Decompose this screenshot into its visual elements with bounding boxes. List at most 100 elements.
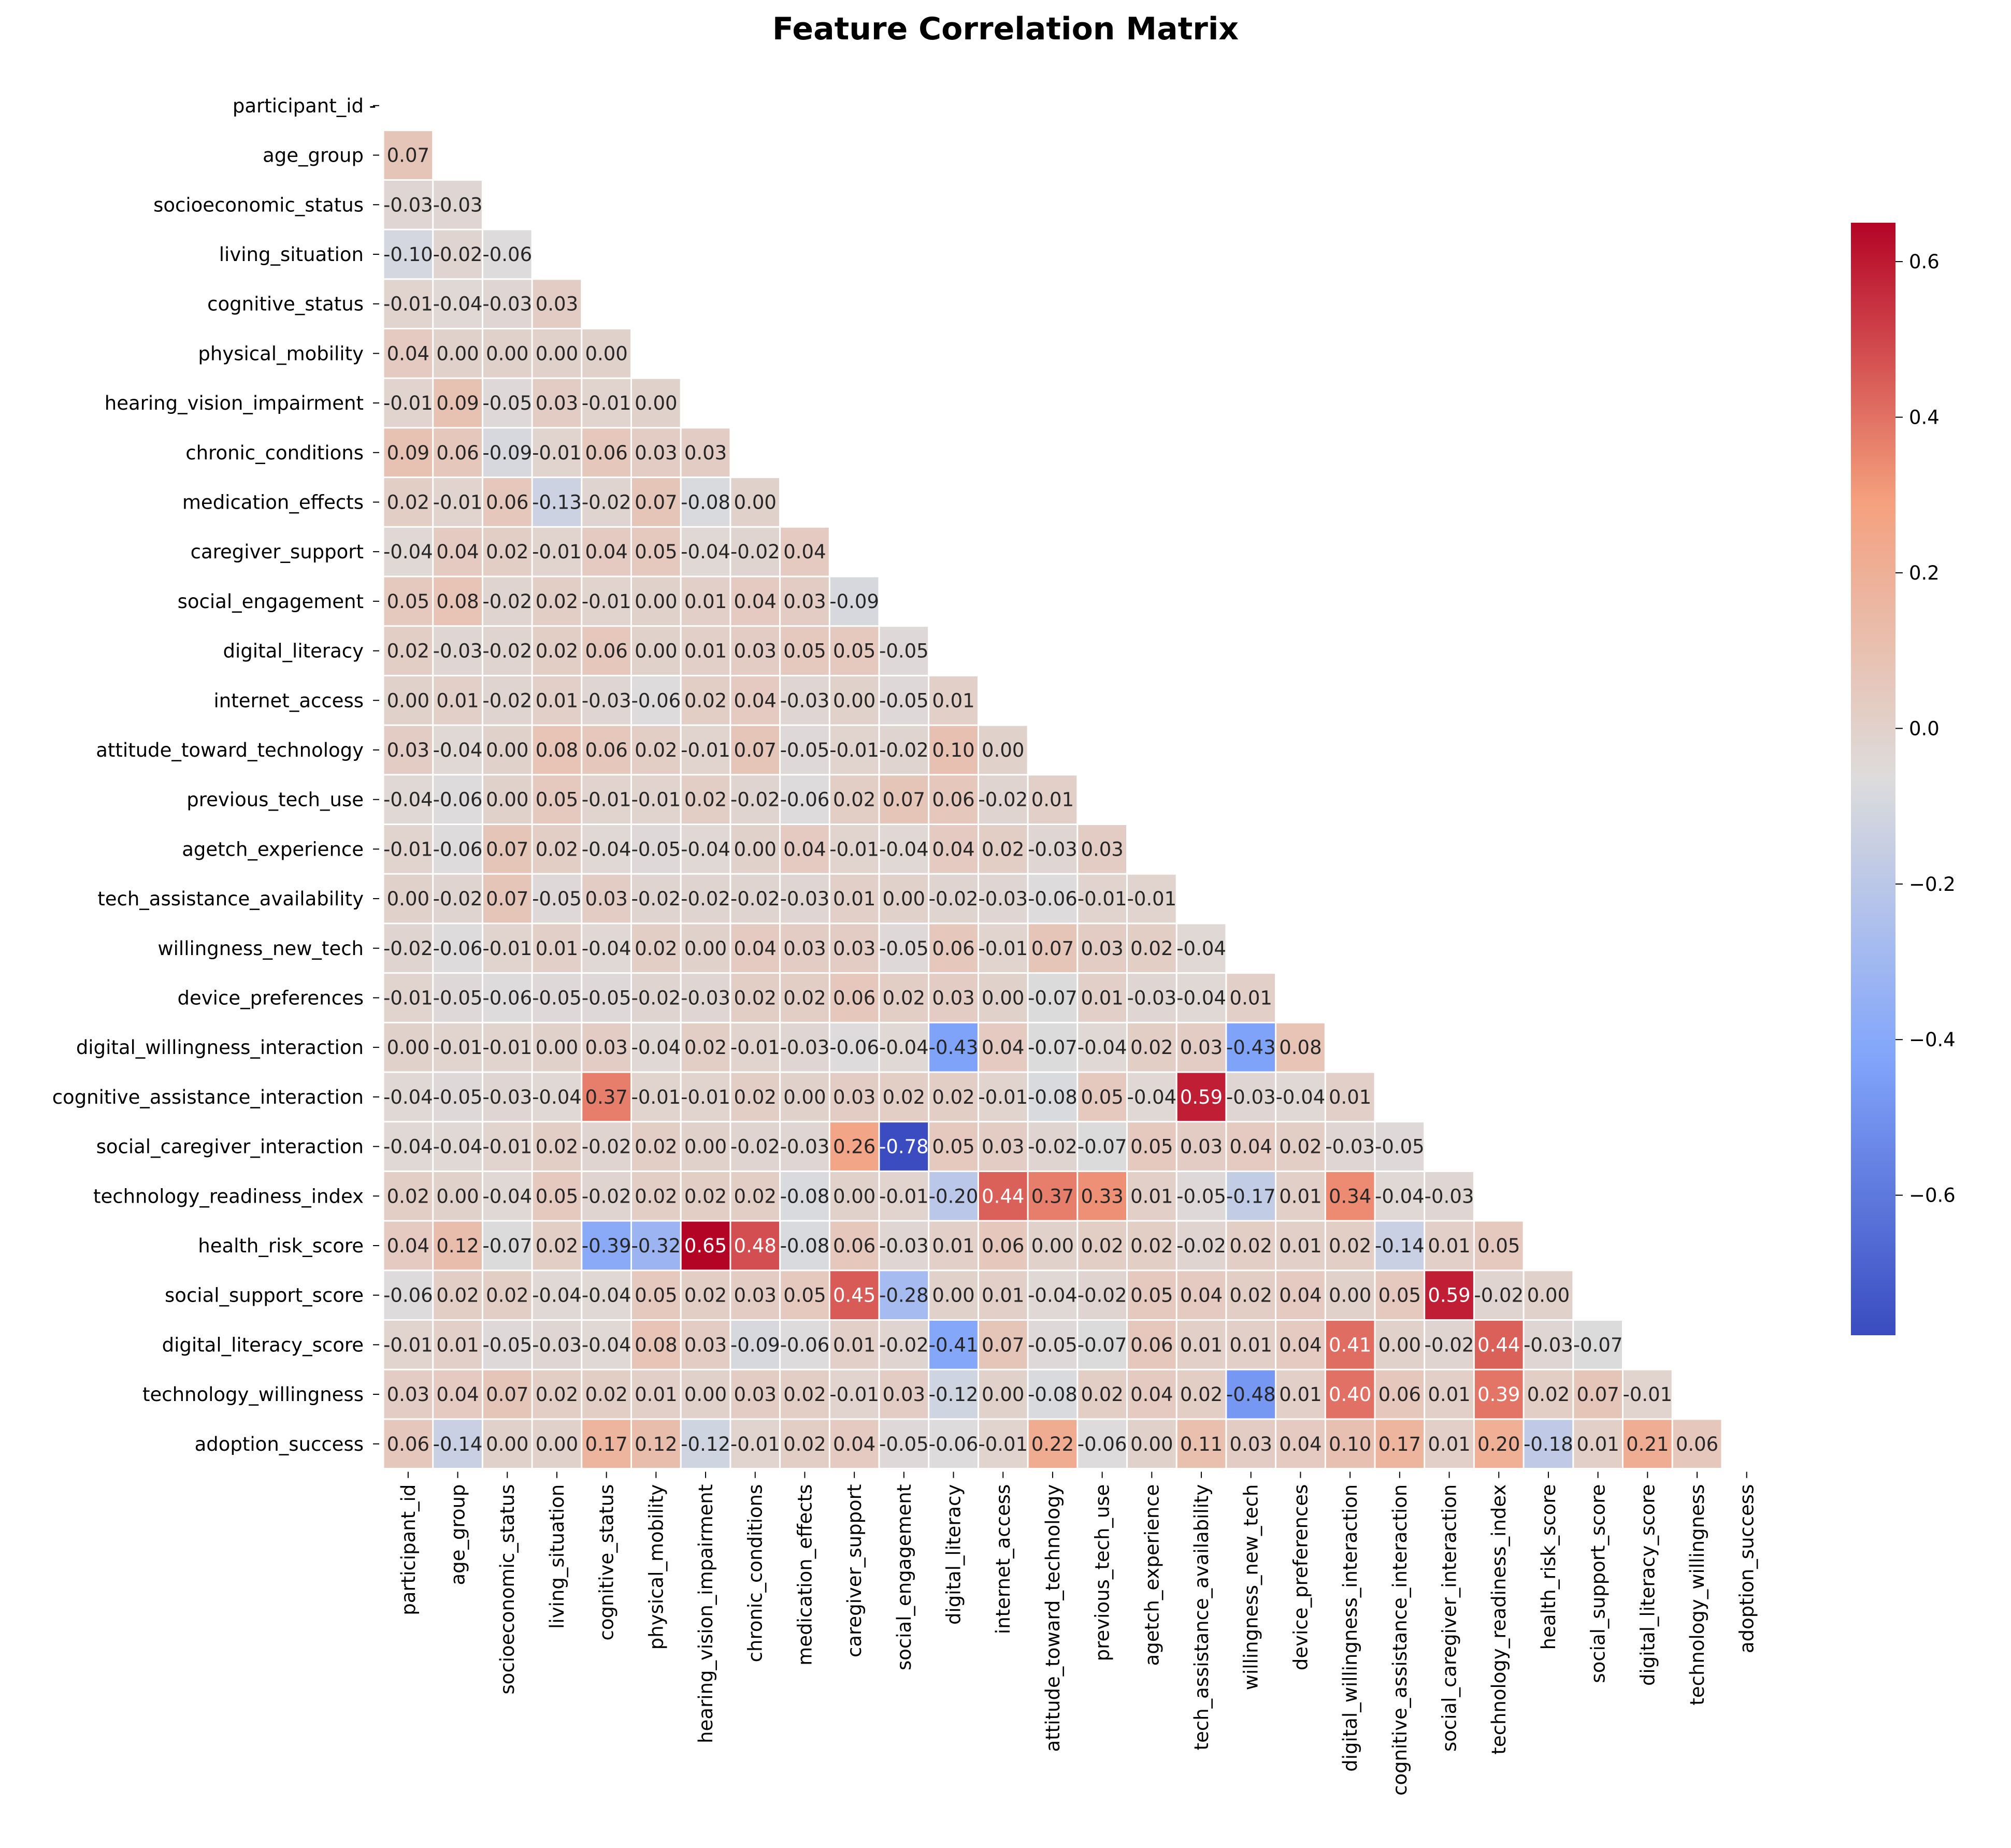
cell-value-label: -0.48 — [1226, 1383, 1276, 1406]
heatmap-cell — [979, 775, 1027, 824]
cell-value-label: -0.02 — [1078, 1284, 1127, 1307]
cell-value-label: 0.05 — [1081, 1086, 1123, 1108]
cell-value-label: -0.03 — [1028, 838, 1078, 860]
cell-value-label: 0.01 — [1576, 1433, 1619, 1455]
row-label: willingness_new_tech — [157, 937, 364, 960]
cell-value-label: 0.02 — [536, 1235, 578, 1257]
cell-value-label: 0.06 — [833, 987, 875, 1009]
cell-value-label: 0.04 — [734, 689, 777, 712]
heatmap-cell — [731, 577, 780, 626]
cell-value-label: 0.03 — [734, 640, 777, 662]
heatmap-cell — [1624, 1420, 1672, 1468]
heatmap-cell — [880, 627, 928, 675]
heatmap-cell — [880, 1321, 928, 1369]
heatmap-cell — [632, 577, 680, 626]
heatmap-cell — [434, 230, 482, 279]
cell-value-label: 0.04 — [1279, 1334, 1321, 1356]
cell-value-label: -0.08 — [780, 1185, 830, 1207]
cell-value-label: 0.02 — [684, 1185, 727, 1207]
row-label: hearing_vision_impairment — [105, 392, 364, 414]
column-label: previous_tech_use — [1091, 1484, 1114, 1662]
heatmap-cell — [434, 329, 482, 378]
heatmap-cell — [483, 1122, 532, 1171]
cell-value-label: -0.05 — [780, 739, 830, 761]
heatmap-cell — [1524, 1370, 1573, 1419]
heatmap-cell — [533, 1023, 581, 1072]
cell-value-label: 0.02 — [536, 1383, 578, 1406]
heatmap-cell — [1276, 1370, 1325, 1419]
heatmap-cell — [632, 1172, 680, 1220]
cell-value-label: 0.03 — [585, 1036, 627, 1059]
heatmap-cell — [880, 1023, 928, 1072]
heatmap-cell — [1128, 1271, 1176, 1319]
cell-value-label: -0.20 — [929, 1185, 979, 1207]
heatmap-cell — [483, 974, 532, 1022]
cell-value-label: -0.03 — [780, 689, 830, 712]
heatmap-cell — [434, 1420, 482, 1468]
heatmap-cell — [582, 825, 630, 873]
cell-value-label: 0.02 — [783, 1433, 826, 1455]
heatmap-cell — [1474, 1321, 1523, 1369]
heatmap-cell — [731, 1370, 780, 1419]
cell-value-label: -0.14 — [1375, 1235, 1425, 1257]
heatmap-cell — [1227, 1073, 1275, 1121]
cell-value-label: -0.02 — [1474, 1284, 1524, 1307]
cell-value-label: 0.04 — [982, 1036, 1024, 1059]
row-label: medication_effects — [182, 491, 364, 513]
cell-value-label: -0.04 — [433, 739, 483, 761]
cell-value-label: 0.04 — [436, 541, 479, 563]
heatmap-cell — [781, 1370, 829, 1419]
cell-value-label: -0.02 — [1176, 1235, 1226, 1257]
heatmap-cell — [632, 428, 680, 477]
cell-value-label: -0.02 — [482, 689, 532, 712]
column-label: digital_literacy — [943, 1484, 965, 1625]
heatmap-cell — [979, 874, 1027, 923]
heatmap-cell — [880, 676, 928, 725]
column-label: device_preferences — [1289, 1484, 1312, 1670]
heatmap-cell — [1425, 1370, 1473, 1419]
heatmap-cell — [731, 1172, 780, 1220]
heatmap-cell — [1624, 1370, 1672, 1419]
heatmap-cell — [632, 1321, 680, 1369]
cell-value-label: 0.04 — [1180, 1284, 1223, 1307]
heatmap-cell — [979, 1370, 1027, 1419]
cell-value-label: 0.02 — [734, 1185, 777, 1207]
cell-value-label: 0.11 — [1180, 1433, 1223, 1455]
cell-value-label: 0.02 — [883, 1086, 925, 1108]
heatmap-cell — [781, 1321, 829, 1369]
cell-value-label: -0.02 — [582, 1136, 631, 1158]
colorbar-tick-label: 0.0 — [1909, 717, 1940, 740]
cell-value-label: 0.06 — [585, 442, 627, 464]
heatmap-cell — [384, 974, 433, 1022]
row-label: caregiver_support — [191, 541, 364, 563]
heatmap-cell — [434, 874, 482, 923]
cell-value-label: -0.06 — [383, 1284, 433, 1307]
cell-value-label: 0.05 — [536, 1185, 578, 1207]
cell-value-label: 0.07 — [387, 145, 429, 167]
cell-value-label: 0.06 — [982, 1235, 1024, 1257]
row-label: digital_literacy_score — [162, 1334, 364, 1356]
heatmap-cell — [1028, 775, 1077, 824]
cell-value-label: 0.02 — [635, 937, 677, 960]
cell-value-label: 0.03 — [536, 392, 578, 414]
column-label: hearing_vision_impairment — [695, 1484, 717, 1743]
heatmap-cell — [533, 1271, 581, 1319]
cell-value-label: -0.04 — [433, 1136, 483, 1158]
heatmap-cell — [979, 1073, 1027, 1121]
heatmap-cell — [434, 1221, 482, 1270]
heatmap-cell — [1177, 1271, 1226, 1319]
cell-value-label: 0.02 — [883, 987, 925, 1009]
cell-value-label: 0.40 — [1329, 1383, 1371, 1406]
cell-value-label: -0.04 — [532, 1284, 582, 1307]
heatmap-cell — [681, 874, 730, 923]
cell-value-label: -0.03 — [780, 1036, 830, 1059]
heatmap-cell — [483, 230, 532, 279]
heatmap-cell — [384, 874, 433, 923]
heatmap-cell — [681, 1023, 730, 1072]
heatmap-cell — [384, 379, 433, 427]
cell-value-label: 0.01 — [684, 640, 727, 662]
heatmap-cell — [979, 1271, 1027, 1319]
cell-value-label: -0.78 — [879, 1136, 929, 1158]
cell-value-label: -0.01 — [433, 1036, 483, 1059]
cell-value-label: -0.01 — [681, 739, 730, 761]
